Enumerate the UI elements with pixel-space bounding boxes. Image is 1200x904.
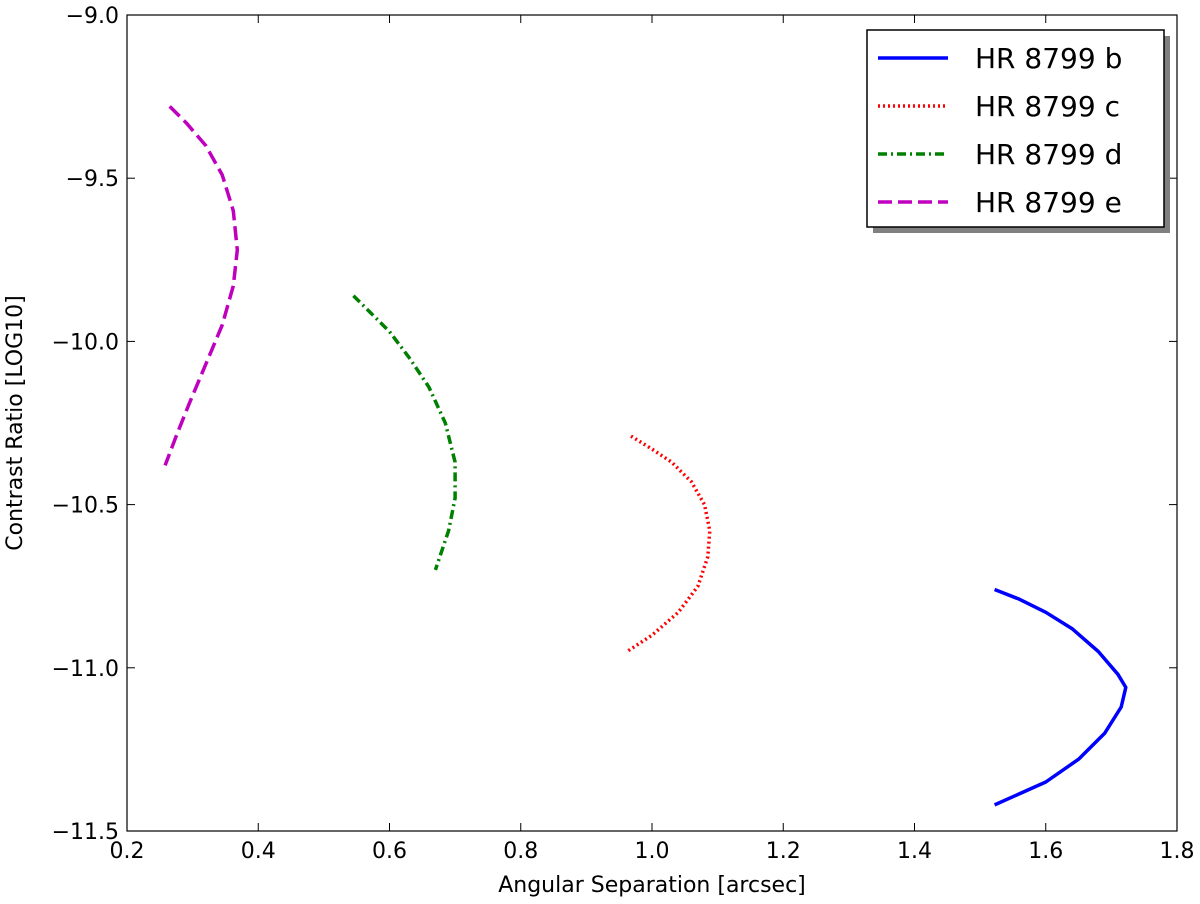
y-axis-label: Contrast Ratio [LOG10] — [3, 295, 28, 550]
series-line-1 — [993, 587, 1128, 807]
ticks-layer: 0.2 0.4 0.6 0.8 1.0 1.2 1.4 1.6 1.8 −9.0 −9.5 −10.0… — [52, 4, 1195, 864]
series-line-2 — [626, 434, 712, 653]
y-tick-label: −10.5 — [52, 494, 119, 519]
y-tick-label: −11.5 — [52, 820, 119, 845]
legend-label-2: HR 8799 c — [975, 90, 1120, 123]
y-tick-label: −10.0 — [52, 330, 119, 355]
legend-box — [866, 29, 1165, 228]
x-tick-label: 1.0 — [635, 839, 670, 864]
series-line-4 — [163, 105, 240, 467]
series-layer — [163, 105, 1128, 807]
x-axis-label: Angular Separation [arcsec] — [498, 873, 806, 898]
x-tick-label: 1.8 — [1160, 839, 1195, 864]
x-tick-label: 1.4 — [897, 839, 932, 864]
x-tick-label: 0.6 — [372, 839, 407, 864]
legend-label-3: HR 8799 d — [975, 138, 1122, 171]
x-tick-label: 0.2 — [110, 839, 145, 864]
x-tick-label: 1.6 — [1028, 839, 1063, 864]
legend-label-4: HR 8799 e — [975, 186, 1122, 219]
legend-label-1: HR 8799 b — [975, 42, 1122, 75]
series-line-3 — [352, 294, 457, 571]
legend: HR 8799 b HR 8799 c HR 8799 d HR 8799 e — [866, 29, 1170, 233]
x-tick-label: 0.4 — [241, 839, 276, 864]
x-tick-label: 1.2 — [766, 839, 801, 864]
x-tick-label: 0.8 — [503, 839, 538, 864]
y-tick-label: −11.0 — [52, 657, 119, 682]
legend-items: HR 8799 b HR 8799 c HR 8799 d HR 8799 e — [878, 42, 1122, 219]
y-tick-label: −9.5 — [66, 167, 119, 192]
y-tick-label: −9.0 — [66, 4, 119, 29]
